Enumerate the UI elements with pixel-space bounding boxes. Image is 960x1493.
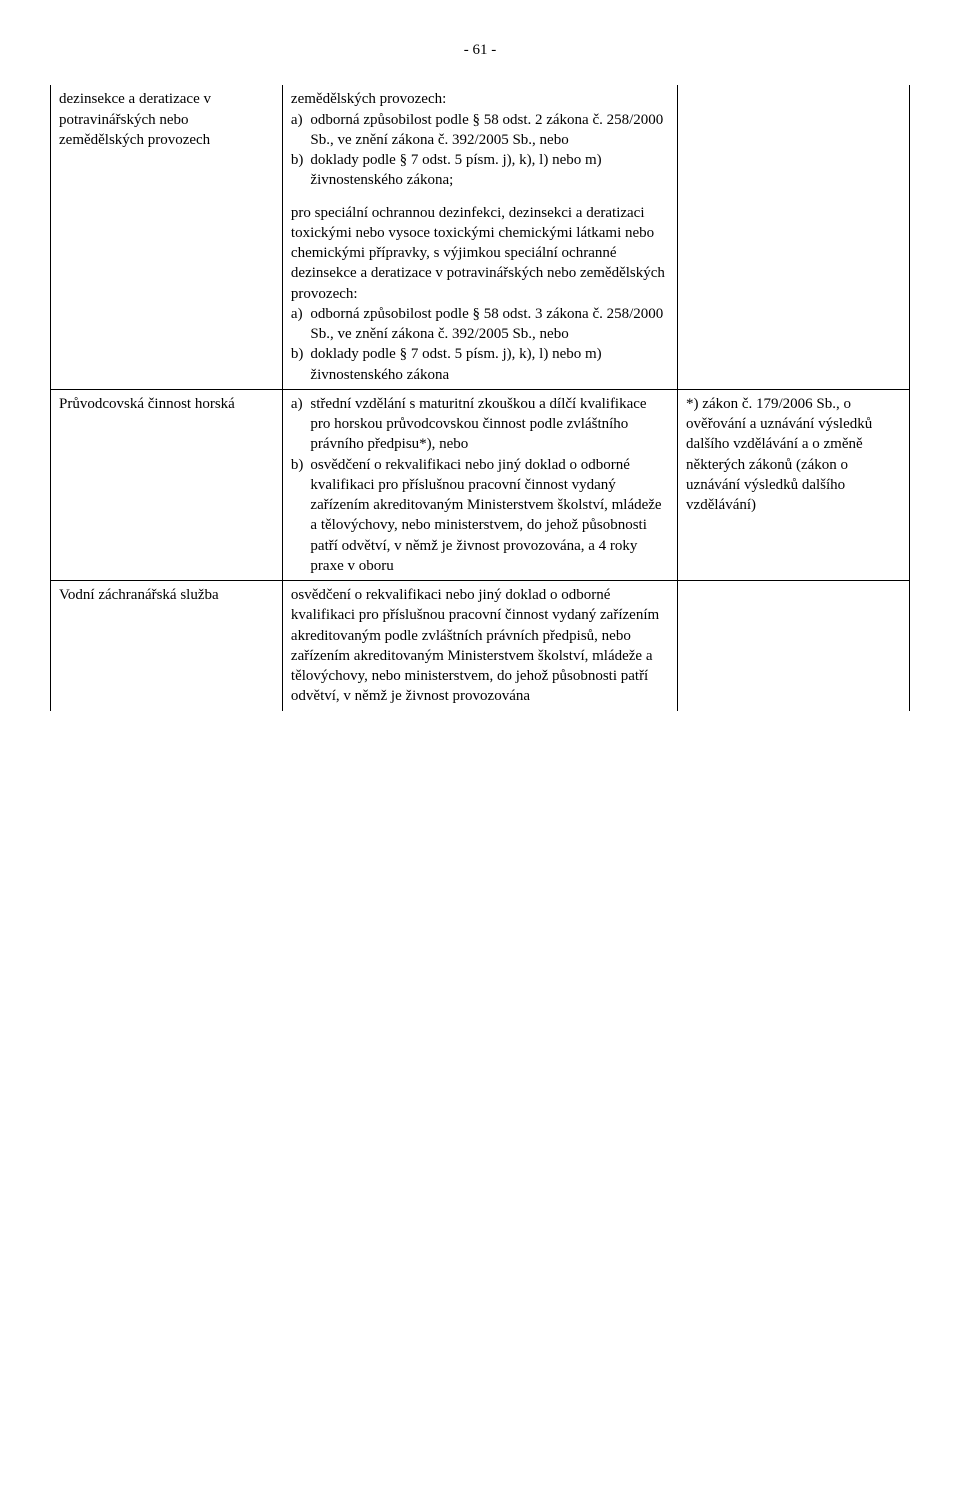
- activity-text: Průvodcovská činnost horská: [59, 396, 235, 412]
- list-text: odborná způsobilost podle § 58 odst. 3 z…: [310, 306, 663, 342]
- list-item: střední vzdělání s maturitní zkouškou a …: [310, 394, 669, 455]
- content-table: dezinsekce a deratizace v potravinářskýc…: [50, 85, 910, 710]
- table-row: dezinsekce a deratizace v potravinářskýc…: [51, 85, 910, 389]
- cell-requirements: osvědčení o rekvalifikaci nebo jiný dokl…: [282, 581, 677, 711]
- requirement-text: osvědčení o rekvalifikaci nebo jiný dokl…: [291, 587, 659, 704]
- cell-note: [678, 85, 910, 389]
- cell-activity: Průvodcovská činnost horská: [51, 389, 283, 580]
- list-item: odborná způsobilost podle § 58 odst. 2 z…: [310, 110, 669, 151]
- list-item: doklady podle § 7 odst. 5 písm. j), k), …: [310, 344, 669, 385]
- list-text: doklady podle § 7 odst. 5 písm. j), k), …: [310, 346, 601, 382]
- cell-activity: Vodní záchranářská služba: [51, 581, 283, 711]
- activity-text: dezinsekce a deratizace v potravinářskýc…: [59, 91, 211, 148]
- list-text: osvědčení o rekvalifikaci nebo jiný dokl…: [310, 457, 661, 574]
- mid-text: pro speciální ochrannou dezinfekci, dezi…: [291, 205, 665, 302]
- table-row: Vodní záchranářská služba osvědčení o re…: [51, 581, 910, 711]
- activity-text: Vodní záchranářská služba: [59, 587, 219, 603]
- cell-activity: dezinsekce a deratizace v potravinářskýc…: [51, 85, 283, 389]
- list-text: střední vzdělání s maturitní zkouškou a …: [310, 396, 646, 453]
- list-text: odborná způsobilost podle § 58 odst. 2 z…: [310, 112, 663, 148]
- page-number: - 61 -: [50, 40, 910, 60]
- cell-requirements: střední vzdělání s maturitní zkouškou a …: [282, 389, 677, 580]
- intro-text: zemědělských provozech:: [291, 91, 446, 107]
- table-row: Průvodcovská činnost horská střední vzdě…: [51, 389, 910, 580]
- cell-note: [678, 581, 910, 711]
- list-text: doklady podle § 7 odst. 5 písm. j), k), …: [310, 152, 601, 188]
- list-item: osvědčení o rekvalifikaci nebo jiný dokl…: [310, 455, 669, 577]
- cell-requirements: zemědělských provozech: odborná způsobil…: [282, 85, 677, 389]
- list-item: doklady podle § 7 odst. 5 písm. j), k), …: [310, 150, 669, 191]
- note-text: *) zákon č. 179/2006 Sb., o ověřování a …: [686, 396, 872, 513]
- list-item: odborná způsobilost podle § 58 odst. 3 z…: [310, 304, 669, 345]
- cell-note: *) zákon č. 179/2006 Sb., o ověřování a …: [678, 389, 910, 580]
